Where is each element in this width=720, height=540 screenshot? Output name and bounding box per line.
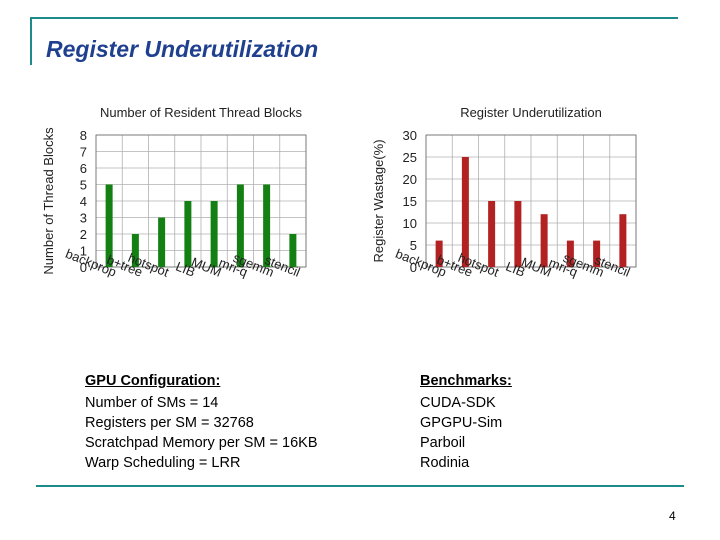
benchmark-line: GPGPU-Sim: [420, 415, 503, 431]
register-wastage-y-tick-label: 10: [403, 216, 417, 231]
page-number: 4: [669, 509, 676, 523]
thread-blocks-bar: [236, 184, 244, 267]
thread-blocks-y-tick-label: 2: [80, 227, 87, 242]
benchmark-line: CUDA-SDK: [420, 395, 496, 411]
register-wastage-bar: [435, 240, 443, 267]
register-wastage-bar: [488, 201, 496, 267]
register-wastage-bar: [593, 240, 601, 267]
gpu-configuration-block: GPU Configuration: Number of SMs = 14 Re…: [85, 371, 318, 473]
register-wastage-bar: [540, 214, 548, 267]
thread-blocks-y-tick-label: 7: [80, 145, 87, 160]
thread-blocks-y-axis-label: Number of Thread Blocks: [41, 127, 56, 275]
register-wastage-y-tick-label: 5: [410, 238, 417, 253]
slide-title: Register Underutilization: [46, 36, 319, 62]
thread-blocks-bar: [105, 184, 113, 267]
thread-blocks-x-tick-label: LIB: [174, 259, 198, 280]
thread-blocks-y-tick-label: 4: [80, 194, 87, 209]
thread-blocks-chart: Number of Resident Thread Blocks Number o…: [36, 98, 336, 318]
benchmark-line: Rodinia: [420, 455, 470, 471]
thread-blocks-y-tick-label: 3: [80, 211, 87, 226]
thread-blocks-title: Number of Resident Thread Blocks: [100, 105, 303, 120]
register-wastage-y-tick-label: 15: [403, 194, 417, 209]
register-wastage-y-tick-label: 0: [410, 260, 417, 275]
thread-blocks-bar: [210, 201, 218, 267]
gpu-config-line: Warp Scheduling = LRR: [85, 455, 241, 471]
register-wastage-bar: [619, 214, 627, 267]
bottom-accent-rule: [36, 485, 684, 487]
thread-blocks-y-tick-label: 6: [80, 161, 87, 176]
thread-blocks-bar: [263, 184, 271, 267]
thread-blocks-y-tick-label: 1: [80, 244, 87, 259]
benchmark-line: Parboil: [420, 435, 466, 451]
register-wastage-plot-frame: [425, 134, 637, 268]
side-accent-rule: [30, 17, 32, 65]
thread-blocks-bar: [158, 217, 166, 267]
register-wastage-x-tick-label: LIB: [504, 259, 528, 280]
register-wastage-bar: [461, 157, 469, 267]
thread-blocks-chart-svg: Number of Resident Thread Blocks Number o…: [41, 105, 307, 280]
gpu-config-line: Scratchpad Memory per SM = 16KB: [85, 435, 318, 451]
register-wastage-bar: [514, 201, 522, 267]
thread-blocks-y-tick-label: 8: [80, 128, 87, 143]
thread-blocks-y-tick-label: 5: [80, 178, 87, 193]
thread-blocks-bar: [289, 234, 297, 267]
benchmarks-block: Benchmarks: CUDA-SDK GPGPU-Sim Parboil R…: [420, 371, 512, 473]
register-wastage-y-tick-label: 30: [403, 128, 417, 143]
thread-blocks-bar: [184, 201, 192, 267]
gpu-config-line: Registers per SM = 32768: [85, 415, 254, 431]
register-wastage-y-tick-label: 25: [403, 150, 417, 165]
register-wastage-bar: [566, 240, 574, 267]
gpu-config-line: Number of SMs = 14: [85, 395, 219, 411]
register-wastage-y-tick-label: 20: [403, 172, 417, 187]
register-wastage-chart: Register Underutilization Register Wastag…: [366, 98, 666, 318]
gpu-configuration-heading: GPU Configuration:: [85, 373, 221, 389]
benchmarks-heading: Benchmarks:: [420, 373, 512, 389]
thread-blocks-plot-frame: [95, 134, 307, 268]
register-wastage-y-axis-label: Register Wastage(%): [371, 139, 386, 262]
register-wastage-title: Register Underutilization: [460, 105, 602, 120]
top-accent-rule: [30, 17, 678, 19]
thread-blocks-bar: [131, 234, 139, 267]
register-wastage-chart-svg: Register Underutilization Register Wastag…: [371, 105, 637, 280]
thread-blocks-y-tick-label: 0: [80, 260, 87, 275]
